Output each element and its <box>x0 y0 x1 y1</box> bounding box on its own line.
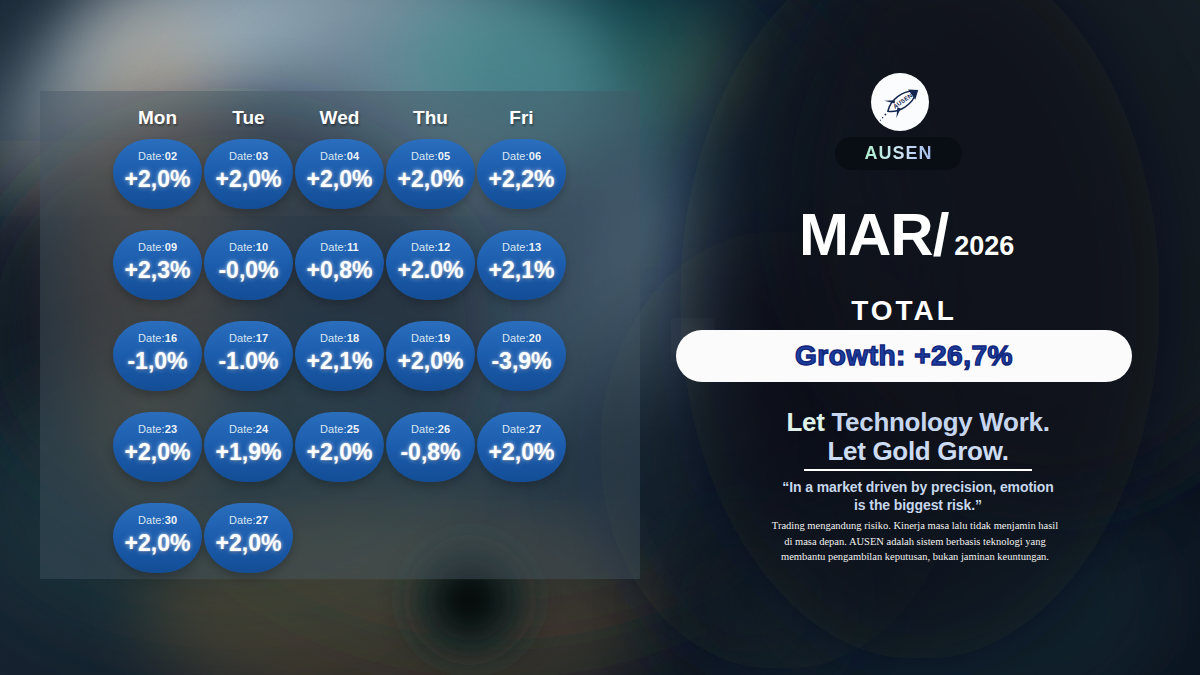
svg-text:AUSEN: AUSEN <box>892 92 913 110</box>
